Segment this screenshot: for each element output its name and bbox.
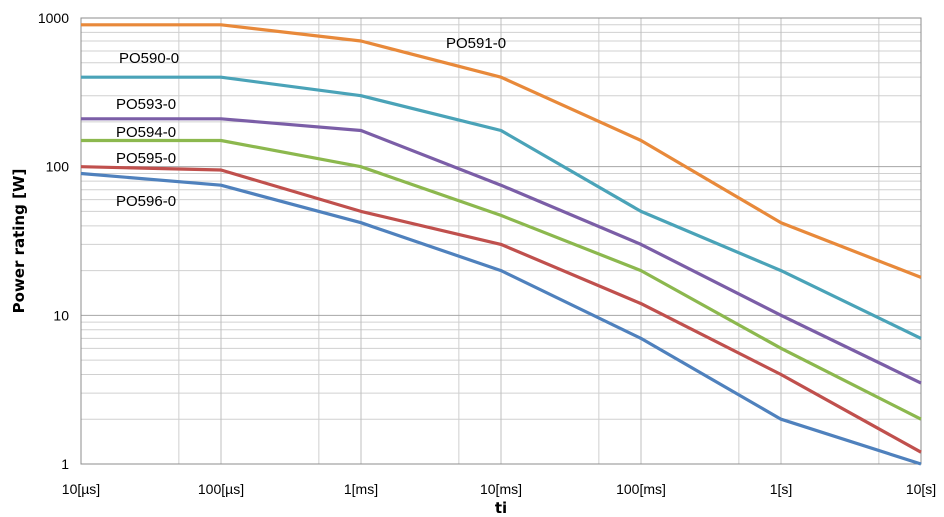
series-label-po595-0: PO595-0 <box>116 150 176 167</box>
plot-border <box>80 17 922 465</box>
series-line-po590-0 <box>81 75 922 340</box>
y-axis-title: Power rating [W] <box>10 169 28 314</box>
x-tick-label: 10[s] <box>906 481 936 497</box>
series-line-po594-0 <box>81 138 922 421</box>
x-tick-label: 100[ms] <box>616 481 666 497</box>
series-label-po596-0: PO596-0 <box>116 193 176 210</box>
x-tick-label: 10[µs] <box>62 481 100 497</box>
series-line-po596-0 <box>80 171 922 466</box>
series-label-po591-0: PO591-0 <box>446 35 506 52</box>
series-line-po593-0 <box>81 117 922 385</box>
series-label-po593-0: PO593-0 <box>116 96 176 113</box>
series-line-po595-0 <box>80 165 922 454</box>
x-axis-title: ti <box>495 499 507 517</box>
series-line-po591-0 <box>81 23 922 279</box>
x-tick-labels: 10[µs] 100[µs] 1[ms] 10[ms] 100[ms] 1[s] 10[s] <box>62 481 936 497</box>
series-label-po594-0: PO594-0 <box>116 124 176 141</box>
y-tick-label: 10 <box>53 307 69 323</box>
x-tick-label: 1[ms] <box>344 481 378 497</box>
y-tick-label: 100 <box>46 159 70 175</box>
series-labels: PO591-0 PO590-0 PO593-0 PO594-0 PO595-0 PO596… <box>116 35 506 210</box>
y-tick-label: 1000 <box>38 10 69 26</box>
x-tick-label: 1[s] <box>770 481 793 497</box>
series-label-po590-0: PO590-0 <box>119 50 179 67</box>
series-layer <box>80 23 922 466</box>
x-tick-label: 10[ms] <box>480 481 522 497</box>
y-tick-label: 1 <box>61 456 69 472</box>
y-tick-labels: 1 10 100 1000 <box>38 10 69 472</box>
x-tick-label: 100[µs] <box>198 481 244 497</box>
